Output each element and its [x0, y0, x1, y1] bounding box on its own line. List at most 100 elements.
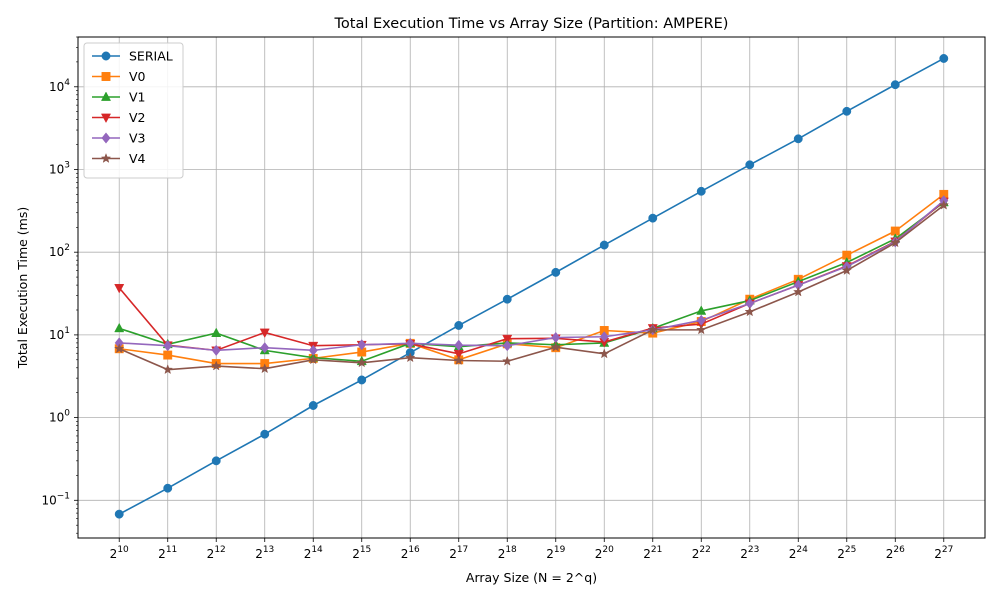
- chart-title: Total Execution Time vs Array Size (Part…: [334, 16, 729, 32]
- y-tick-base: 10: [49, 328, 64, 342]
- data-point: [890, 237, 901, 248]
- x-tick-label: 213: [255, 545, 274, 561]
- legend-item-v2: V2: [92, 110, 146, 125]
- data-point: [793, 286, 804, 297]
- legend-label: V3: [129, 131, 146, 146]
- legend-marker: [100, 91, 112, 101]
- y-tick-base: 10: [49, 80, 64, 94]
- data-point: [114, 322, 125, 333]
- data-point: [696, 186, 706, 196]
- data-point: [162, 364, 173, 375]
- data-point: [211, 327, 222, 337]
- data-point: [890, 80, 900, 90]
- y-tick-base: 10: [41, 493, 56, 507]
- x-tick-base: 2: [546, 547, 554, 561]
- x-tick-exponent: 10: [117, 545, 129, 555]
- series-line: [118, 57, 945, 515]
- series-v4: [113, 199, 950, 375]
- legend-marker: [101, 132, 111, 144]
- data-point: [939, 54, 949, 63]
- x-tick-label: 223: [740, 545, 759, 561]
- y-tick-base: 10: [49, 162, 64, 176]
- data-point: [163, 350, 173, 360]
- x-tick-label: 226: [886, 545, 905, 561]
- x-tick-exponent: 14: [311, 545, 323, 555]
- x-tick-base: 2: [158, 547, 166, 561]
- data-point: [648, 213, 658, 223]
- data-point: [841, 265, 853, 275]
- data-point: [696, 305, 707, 315]
- y-axis-title: Total Execution Time (ms): [15, 207, 30, 370]
- legend-item-serial: SERIAL: [92, 49, 173, 64]
- x-tick-label: 224: [789, 545, 808, 561]
- data-point: [114, 509, 124, 519]
- data-point: [357, 339, 367, 351]
- data-point: [647, 324, 659, 335]
- x-tick-label: 218: [498, 545, 517, 561]
- x-tick-label: 221: [643, 545, 662, 561]
- y-tick-exponent: 0: [64, 409, 70, 419]
- x-tick-base: 2: [837, 547, 845, 561]
- x-tick-exponent: 25: [845, 545, 856, 555]
- x-tick-base: 2: [498, 547, 506, 561]
- x-tick-exponent: 16: [408, 545, 420, 555]
- x-tick-base: 2: [886, 547, 894, 561]
- legend-label: V4: [129, 151, 146, 166]
- data-point: [793, 134, 803, 144]
- x-tick-base: 2: [401, 547, 409, 561]
- legend-marker: [100, 113, 112, 124]
- x-tick-label: 212: [207, 545, 226, 561]
- x-tick-label: 211: [158, 545, 177, 561]
- x-tick-exponent: 15: [360, 545, 371, 555]
- legend-label: V1: [129, 90, 146, 105]
- x-tick-base: 2: [352, 547, 360, 561]
- legend-marker: [101, 72, 111, 81]
- data-point: [308, 401, 318, 410]
- x-tick-base: 2: [692, 547, 700, 561]
- x-tick-exponent: 20: [602, 545, 614, 555]
- x-tick-exponent: 22: [699, 545, 710, 555]
- x-tick-base: 2: [304, 547, 312, 561]
- y-tick-label: 104: [49, 78, 70, 94]
- x-tick-exponent: 18: [505, 545, 517, 555]
- data-point: [356, 357, 367, 368]
- data-point: [163, 340, 173, 352]
- data-point: [454, 321, 464, 330]
- x-tick-exponent: 24: [796, 545, 808, 555]
- x-tick-base: 2: [207, 547, 215, 561]
- legend-label: V2: [129, 110, 146, 125]
- x-tick-exponent: 27: [942, 545, 953, 555]
- y-tick-label: 100: [49, 409, 70, 425]
- x-tick-label: 215: [352, 545, 371, 561]
- data-point: [259, 328, 270, 338]
- x-tick-base: 2: [643, 547, 651, 561]
- x-tick-exponent: 26: [893, 545, 905, 555]
- y-tick-base: 10: [49, 411, 64, 425]
- x-tick-label: 216: [401, 545, 420, 561]
- legend-item-v0: V0: [92, 69, 146, 84]
- x-tick-base: 2: [789, 547, 797, 561]
- data-point: [259, 363, 270, 374]
- y-tick-exponent: 4: [64, 78, 70, 88]
- legend-item-v3: V3: [92, 131, 146, 146]
- legend-item-v1: V1: [92, 90, 146, 105]
- data-point: [163, 483, 173, 493]
- data-point: [114, 284, 125, 294]
- x-tick-label: 217: [449, 545, 468, 561]
- y-tick-label: 102: [49, 243, 70, 259]
- x-tick-exponent: 19: [554, 545, 566, 555]
- data-point: [307, 354, 319, 365]
- data-point: [696, 324, 707, 335]
- series-line: [118, 204, 945, 371]
- data-point: [551, 267, 561, 277]
- x-tick-exponent: 13: [263, 545, 274, 555]
- data-point: [260, 429, 270, 439]
- series-line: [119, 200, 945, 352]
- y-tick-exponent: 3: [64, 160, 70, 170]
- x-tick-base: 2: [255, 547, 263, 561]
- data-point: [357, 375, 367, 385]
- legend-marker: [101, 51, 111, 61]
- data-point: [210, 360, 222, 371]
- x-tick-label: 225: [837, 545, 856, 561]
